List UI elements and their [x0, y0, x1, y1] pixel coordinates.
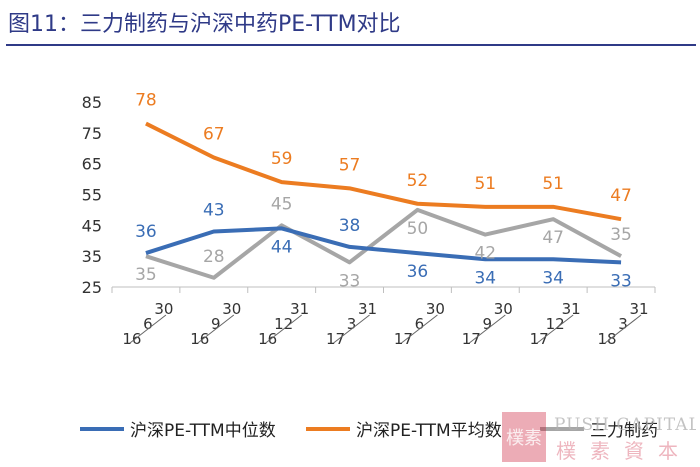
x-tick-year: 16 — [122, 330, 141, 348]
x-tick-day: 30 — [426, 300, 445, 318]
data-label-series-1: 47 — [610, 186, 632, 206]
x-tick-year: 16 — [258, 330, 277, 348]
watermark-brand-cn: 樸素資本 — [556, 439, 692, 463]
x-tick-day: 31 — [290, 300, 309, 318]
x-tick-month: 6 — [143, 315, 153, 333]
x-tick-day: 31 — [630, 300, 649, 318]
watermark-seal-text: 樸素 — [506, 428, 542, 449]
data-label-series-0: 36 — [135, 222, 157, 242]
x-tick-month: 3 — [347, 315, 357, 333]
x-tick-month: 9 — [211, 315, 221, 333]
legend-label-sanli: 三力制药 — [590, 421, 658, 441]
data-label-series-0: 43 — [203, 201, 225, 221]
x-tick-month: 3 — [618, 315, 628, 333]
x-tick-year: 17 — [326, 330, 345, 348]
data-label-series-0: 36 — [407, 262, 429, 282]
data-label-series-2: 42 — [474, 244, 496, 264]
x-tick-year: 17 — [394, 330, 413, 348]
data-label-series-2: 33 — [339, 271, 361, 291]
chart-title: 图11：三力制药与沪深中药PE-TTM对比 — [8, 12, 401, 37]
x-tick-month: 9 — [483, 315, 493, 333]
x-tick-slash — [469, 314, 506, 344]
watermark-logo: 樸素 PUSH CAPITAL 樸素資本 — [502, 412, 696, 463]
y-tick-label: 45 — [82, 216, 102, 235]
y-tick-label: 35 — [82, 247, 102, 266]
x-tick-slash — [401, 314, 438, 344]
legend-swatch-average — [306, 426, 350, 431]
data-label-series-2: 50 — [407, 219, 429, 239]
x-tick-year: 17 — [462, 330, 481, 348]
data-label-series-2: 45 — [271, 194, 293, 214]
x-axis: 3061630916311216313173061730917311217313… — [111, 286, 656, 348]
data-label-series-1: 51 — [474, 174, 496, 194]
data-label-series-2: 35 — [135, 265, 157, 285]
x-tick-month: 12 — [546, 315, 565, 333]
x-tick-year: 17 — [530, 330, 549, 348]
data-label-series-1: 57 — [339, 155, 361, 175]
series-line-2 — [145, 207, 623, 280]
series-line-0 — [145, 226, 622, 265]
title-underline — [6, 44, 696, 46]
watermark-brand-en: PUSH CAPITAL — [554, 415, 696, 435]
data-label-series-1: 78 — [135, 91, 157, 111]
legend-label-median: 沪深PE-TTM中位数 — [130, 421, 276, 441]
y-tick-label: 55 — [82, 186, 102, 205]
x-tick-slash — [333, 314, 370, 344]
data-label-series-0: 34 — [474, 268, 496, 288]
x-tick-slash — [197, 314, 235, 344]
y-axis: 25 35 45 55 65 75 85 — [82, 93, 102, 297]
watermark-seal — [502, 412, 546, 462]
x-tick-year: 16 — [190, 330, 209, 348]
x-tick-year: 18 — [598, 330, 617, 348]
data-label-series-1: 67 — [203, 125, 225, 145]
data-label-series-1: 59 — [271, 149, 293, 169]
series-line-1 — [145, 121, 622, 222]
y-tick-label: 65 — [82, 155, 102, 174]
x-tick-slash — [536, 314, 574, 344]
x-tick-slash — [265, 314, 302, 344]
series-lines — [145, 121, 623, 280]
legend-item-average: 沪深PE-TTM平均数 — [306, 416, 502, 441]
x-tick-day: 31 — [358, 300, 377, 318]
x-tick-day: 31 — [562, 300, 581, 318]
data-label-series-2: 28 — [203, 247, 225, 267]
legend-label-average: 沪深PE-TTM平均数 — [356, 421, 502, 441]
data-label-series-2: 35 — [610, 225, 632, 245]
legend-item-median: 沪深PE-TTM中位数 — [80, 416, 276, 441]
x-tick-slash — [604, 314, 642, 344]
data-labels: 36 43 44 38 36 34 34 33 78 67 59 57 52 51 51 47 35 28 45 33… — [135, 91, 632, 292]
x-tick-month: 6 — [415, 315, 425, 333]
legend: 沪深PE-TTM中位数 沪深PE-TTM平均数 三力制药 — [0, 416, 700, 444]
x-tick-day: 30 — [154, 300, 173, 318]
data-label-series-1: 52 — [407, 171, 429, 191]
legend-swatch-median — [80, 426, 124, 431]
data-label-series-0: 38 — [339, 216, 361, 236]
data-label-series-2: 47 — [542, 228, 564, 248]
legend-item-sanli: 三力制药 — [540, 416, 658, 441]
data-label-series-0: 33 — [610, 271, 632, 291]
data-label-series-0: 44 — [271, 237, 293, 257]
x-tick-day: 30 — [494, 300, 513, 318]
x-tick-day: 30 — [222, 300, 241, 318]
y-tick-label: 85 — [82, 93, 102, 112]
data-label-series-1: 51 — [542, 174, 564, 194]
data-label-series-0: 34 — [542, 268, 564, 288]
y-tick-label: 25 — [82, 278, 102, 297]
x-tick-month: 12 — [274, 315, 293, 333]
x-tick-slash — [129, 314, 167, 344]
y-tick-label: 75 — [82, 124, 102, 143]
legend-swatch-sanli — [540, 426, 584, 431]
